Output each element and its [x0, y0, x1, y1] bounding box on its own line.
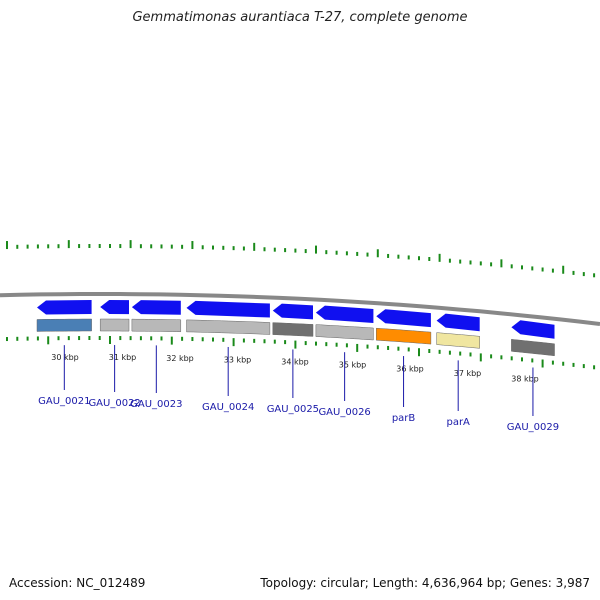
scale-label: 33 kbp: [224, 355, 252, 364]
gene-arrow: [100, 300, 129, 315]
cog-box: [315, 324, 374, 341]
map-title: Gemmatimonas aurantiaca T-27, complete g…: [132, 10, 468, 25]
scale-label: 30 kbp: [51, 353, 79, 362]
gene-label: GAU_0025: [267, 404, 319, 415]
scale-label: 36 kbp: [396, 365, 424, 374]
scale-label: 37 kbp: [454, 369, 482, 378]
scale-label: 35 kbp: [339, 361, 367, 370]
genome-stats-text: Topology: circular; Length: 4,636,964 bp…: [260, 576, 590, 590]
gene-label: parB: [392, 413, 416, 424]
gene-label: GAU_0022: [88, 398, 140, 409]
scale-label: 31 kbp: [109, 353, 137, 362]
scale-label: 38 kbp: [511, 375, 539, 384]
gene-arrow: [436, 313, 480, 332]
gene-label: GAU_0023: [130, 399, 182, 410]
gene-arrow: [511, 320, 555, 339]
backbone-line: [0, 292, 600, 326]
gene-label: GAU_0029: [507, 422, 559, 433]
accession-text: Accession: NC_012489: [9, 576, 146, 590]
cog-box: [186, 319, 271, 335]
cog-box: [99, 318, 130, 332]
scale-label: 32 kbp: [166, 354, 194, 363]
scale-label-track: 30 kbp 31 kbp 32 kbp 33 kbp 34 kbp 35 kbp 36 k…: [51, 353, 539, 384]
gene-arrow: [186, 300, 270, 318]
cog-box: [376, 327, 432, 345]
genome-backbone: [0, 292, 600, 326]
cog-box: [511, 339, 555, 357]
gene-arrow: [37, 300, 92, 315]
cog-box: [131, 318, 182, 333]
bottom-tick-track: [6, 336, 596, 370]
cog-box: [436, 332, 480, 349]
gene-arrow: [315, 305, 374, 323]
gene-label: GAU_0024: [202, 402, 254, 413]
gene-label: parA: [446, 417, 470, 428]
gene-arrow: [272, 303, 313, 320]
gene-arrow: [376, 309, 431, 328]
gene-track: [37, 300, 555, 339]
cog-track: [36, 318, 555, 357]
cog-box: [36, 318, 92, 332]
top-tick-track: [6, 240, 596, 278]
gene-label: GAU_0021: [38, 396, 90, 407]
cog-box: [272, 322, 314, 337]
gene-label: GAU_0026: [318, 407, 370, 418]
gene-arrow: [131, 300, 181, 315]
scale-label: 34 kbp: [281, 358, 309, 367]
